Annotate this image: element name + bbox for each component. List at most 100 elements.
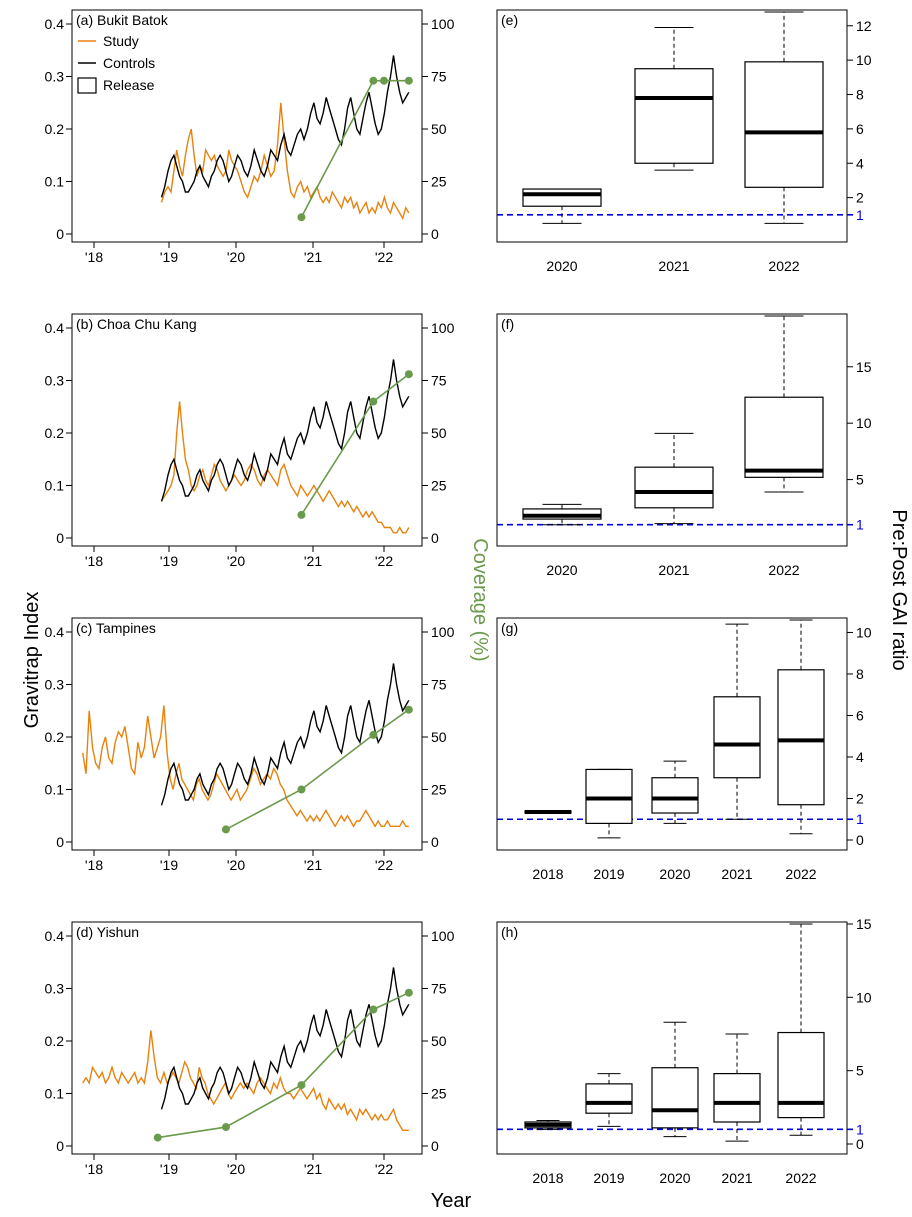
y-left-tick-label: 0 bbox=[56, 1138, 64, 1154]
y-right-tick-label: 50 bbox=[431, 729, 447, 745]
x-tick-label: '22 bbox=[375, 249, 393, 265]
reference-label: 1 bbox=[856, 517, 864, 533]
y-tick-label: 15 bbox=[856, 359, 872, 375]
study-line bbox=[160, 401, 410, 534]
x-tick-label: 2020 bbox=[659, 1170, 690, 1186]
y-tick-label: 8 bbox=[856, 87, 864, 103]
y-right-tick-label: 75 bbox=[431, 69, 447, 85]
y-tick-label: 0 bbox=[856, 832, 864, 848]
line-panel: 0 0.1 0.2 0.3 0.4 0 25 50 75 100 '18 '19 '20 '21 '22 (a… bbox=[45, 9, 455, 265]
y-right-tick-label: 100 bbox=[431, 320, 455, 336]
y-left-tick-label: 0.2 bbox=[45, 121, 65, 137]
x-tick-label: '20 bbox=[227, 249, 245, 265]
x-axis-label: Year bbox=[431, 1190, 472, 1212]
panel-label: (b) Choa Chu Kang bbox=[76, 316, 197, 332]
y-right-tick-label: 25 bbox=[431, 782, 447, 798]
y-right-tick-label: 75 bbox=[431, 373, 447, 389]
y-tick-label: 2 bbox=[856, 190, 864, 206]
x-tick-label: 2021 bbox=[658, 562, 689, 578]
y-right-tick-label: 0 bbox=[431, 226, 439, 242]
box bbox=[585, 768, 633, 824]
coverage-point bbox=[297, 1081, 306, 1090]
x-tick-label: '21 bbox=[304, 1161, 322, 1177]
box-panel: 2 4 6 8 10 12 1 2020 2021 2022 (e) bbox=[496, 9, 872, 274]
x-tick-label: 2020 bbox=[546, 258, 577, 274]
y-right-tick-label: 50 bbox=[431, 121, 447, 137]
box bbox=[651, 1067, 699, 1129]
line-panel: 0 0.1 0.2 0.3 0.4 0 25 50 75 100 '18 '19 '20 '21 '22 (b… bbox=[45, 313, 455, 569]
study-line bbox=[160, 102, 410, 221]
y-tick-label: 5 bbox=[856, 472, 864, 488]
coverage-point bbox=[404, 76, 413, 85]
y-tick-label: 15 bbox=[856, 916, 872, 932]
x-tick-label: 2022 bbox=[785, 1170, 816, 1186]
box bbox=[634, 68, 714, 164]
x-tick-label: '19 bbox=[160, 1161, 178, 1177]
box bbox=[713, 1072, 761, 1123]
y-right-tick-label: 0 bbox=[431, 834, 439, 850]
y-left-tick-label: 0 bbox=[56, 834, 64, 850]
panel-label: (a) Bukit Batok bbox=[76, 12, 169, 28]
y-tick-label: 10 bbox=[856, 624, 872, 640]
coverage-point bbox=[369, 397, 378, 406]
plot-frame bbox=[71, 921, 423, 1155]
panel-label: (h) bbox=[501, 924, 518, 940]
panel-label: (d) Yishun bbox=[76, 924, 139, 940]
y-tick-label: 6 bbox=[856, 707, 864, 723]
plot-frame bbox=[71, 617, 423, 851]
study-line bbox=[82, 1030, 409, 1132]
y-right-tick-label: 25 bbox=[431, 174, 447, 190]
box bbox=[744, 396, 824, 478]
line-panel: 0 0.1 0.2 0.3 0.4 0 25 50 75 100 '18 '19 '20 '21 '22 (d… bbox=[45, 921, 455, 1177]
coverage-point bbox=[369, 1005, 378, 1014]
coverage-line bbox=[300, 373, 410, 516]
y-left-tick-label: 0.1 bbox=[45, 478, 65, 494]
coverage-point bbox=[221, 825, 230, 834]
coverage-point bbox=[153, 1133, 162, 1142]
y-tick-label: 10 bbox=[856, 52, 872, 68]
y-left-tick-label: 0.2 bbox=[45, 1033, 65, 1049]
y-tick-label: 4 bbox=[856, 155, 864, 171]
coverage-line bbox=[300, 79, 409, 218]
x-tick-label: 2019 bbox=[593, 866, 624, 882]
y-left-tick-label: 0.1 bbox=[45, 782, 65, 798]
y-left-tick-label: 0.4 bbox=[45, 928, 65, 944]
plot-frame bbox=[496, 617, 848, 851]
coverage-point bbox=[380, 76, 388, 85]
coverage-point bbox=[221, 1123, 230, 1132]
coverage-point bbox=[369, 730, 378, 739]
y-left-tick-label: 0.1 bbox=[45, 174, 65, 190]
y-left-tick-label: 0.4 bbox=[45, 624, 65, 640]
y-tick-label: 6 bbox=[856, 121, 864, 137]
legend-label-controls: Controls bbox=[103, 55, 155, 71]
controls-line bbox=[160, 967, 410, 1110]
coverage-point bbox=[369, 76, 378, 85]
y-left-tick-label: 0.3 bbox=[45, 373, 65, 389]
y-left-tick-label: 0 bbox=[56, 530, 64, 546]
x-tick-label: 2021 bbox=[721, 866, 752, 882]
middle-y-axis-label: Coverage (%) bbox=[469, 538, 491, 661]
x-tick-label: 2022 bbox=[768, 562, 799, 578]
y-right-tick-label: 75 bbox=[431, 677, 447, 693]
y-right-tick-label: 25 bbox=[431, 1086, 447, 1102]
y-left-tick-label: 0.1 bbox=[45, 1086, 65, 1102]
box-panel: 5 10 15 1 2020 2021 2022 (f) bbox=[496, 313, 872, 578]
coverage-point bbox=[404, 988, 413, 997]
x-tick-label: 2021 bbox=[658, 258, 689, 274]
coverage-point bbox=[297, 785, 306, 794]
plot-frame bbox=[496, 921, 848, 1155]
x-tick-label: '19 bbox=[160, 249, 178, 265]
y-right-tick-label: 0 bbox=[431, 530, 439, 546]
y-right-tick-label: 100 bbox=[431, 624, 455, 640]
reference-label: 1 bbox=[856, 811, 864, 827]
x-tick-label: 2021 bbox=[721, 1170, 752, 1186]
coverage-point bbox=[297, 213, 306, 222]
left-y-axis-label: Gravitrap Index bbox=[21, 592, 43, 729]
box bbox=[651, 777, 699, 814]
box bbox=[777, 669, 825, 806]
y-left-tick-label: 0.3 bbox=[45, 69, 65, 85]
box bbox=[585, 1083, 633, 1114]
x-tick-label: '22 bbox=[375, 553, 393, 569]
box-panel: 0 2 4 6 8 10 1 2018 2019 2020 2021 2022 (g) bbox=[496, 617, 872, 882]
x-tick-label: '18 bbox=[85, 249, 103, 265]
